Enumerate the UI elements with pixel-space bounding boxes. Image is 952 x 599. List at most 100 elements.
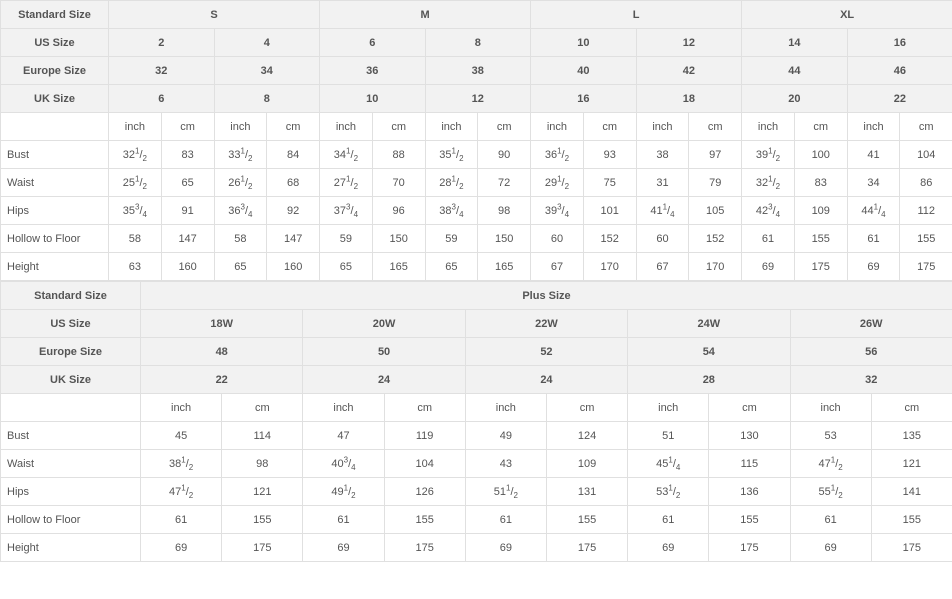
measure-label: Bust — [1, 422, 141, 450]
cell-inch: 31 — [636, 169, 689, 197]
row-plus-units: inchcm inchcm inchcm inchcm inchcm — [1, 394, 952, 422]
cell-inch: 67 — [531, 253, 584, 281]
cell-inch: 38 — [636, 141, 689, 169]
cell-inch: 59 — [425, 225, 478, 253]
cell-inch: 341/2 — [320, 141, 373, 169]
cell-inch: 45 — [141, 422, 222, 450]
cell-cm: 136 — [709, 478, 790, 506]
row-units: inchcm inchcm inchcm inchcm inchcm inchc… — [1, 113, 952, 141]
cell-cm: 130 — [709, 422, 790, 450]
cell-cm: 104 — [900, 141, 952, 169]
label-plus-size: Plus Size — [141, 282, 952, 310]
cell-cm: 92 — [267, 197, 320, 225]
cell-inch: 383/4 — [425, 197, 478, 225]
cell-cm: 86 — [900, 169, 952, 197]
cell-inch: 65 — [214, 253, 267, 281]
cell-cm: 152 — [689, 225, 742, 253]
cell-inch: 59 — [320, 225, 373, 253]
measure-label: Waist — [1, 169, 109, 197]
size-xl: XL — [742, 1, 952, 29]
cell-inch: 61 — [847, 225, 900, 253]
label-uk-size: UK Size — [1, 85, 109, 113]
cell-cm: 155 — [222, 506, 303, 534]
table-row: Hips471/2121491/2126511/2131531/2136551/… — [1, 478, 952, 506]
cell-cm: 155 — [384, 506, 465, 534]
cell-cm: 141 — [871, 478, 952, 506]
measure-label: Hollow to Floor — [1, 225, 109, 253]
cell-cm: 70 — [372, 169, 425, 197]
cell-inch: 61 — [303, 506, 384, 534]
measure-label: Waist — [1, 450, 141, 478]
cell-cm: 105 — [689, 197, 742, 225]
cell-inch: 65 — [425, 253, 478, 281]
table-row: Bust4511447119491245113053135 — [1, 422, 952, 450]
cell-cm: 175 — [871, 534, 952, 562]
cell-cm: 155 — [546, 506, 627, 534]
cell-cm: 96 — [372, 197, 425, 225]
cell-cm: 114 — [222, 422, 303, 450]
label-us-size: US Size — [1, 29, 109, 57]
table-row: Hollow to Floor6115561155611556115561155 — [1, 506, 952, 534]
cell-cm: 121 — [222, 478, 303, 506]
cell-cm: 131 — [546, 478, 627, 506]
cell-cm: 150 — [478, 225, 531, 253]
cell-cm: 170 — [689, 253, 742, 281]
cell-cm: 150 — [372, 225, 425, 253]
cell-inch: 69 — [847, 253, 900, 281]
cell-cm: 124 — [546, 422, 627, 450]
cell-inch: 61 — [141, 506, 222, 534]
cell-cm: 68 — [267, 169, 320, 197]
label-europe-size: Europe Size — [1, 57, 109, 85]
table-row: Waist381/298403/410443109451/4115471/212… — [1, 450, 952, 478]
table-row: Height6917569175691756917569175 — [1, 534, 952, 562]
cell-cm: 98 — [222, 450, 303, 478]
cell-cm: 100 — [794, 141, 847, 169]
cell-inch: 351/2 — [425, 141, 478, 169]
cell-inch: 69 — [465, 534, 546, 562]
cell-cm: 135 — [871, 422, 952, 450]
cell-inch: 281/2 — [425, 169, 478, 197]
cell-inch: 61 — [790, 506, 871, 534]
measure-label: Hips — [1, 478, 141, 506]
cell-inch: 43 — [465, 450, 546, 478]
cell-cm: 165 — [372, 253, 425, 281]
table-row: Height6316065160651656516567170671706917… — [1, 253, 952, 281]
table-row: Hollow to Floor5814758147591505915060152… — [1, 225, 952, 253]
cell-cm: 112 — [900, 197, 952, 225]
cell-inch: 251/2 — [109, 169, 162, 197]
size-m: M — [320, 1, 531, 29]
cell-inch: 271/2 — [320, 169, 373, 197]
cell-cm: 91 — [161, 197, 214, 225]
cell-inch: 60 — [636, 225, 689, 253]
cell-inch: 361/2 — [531, 141, 584, 169]
cell-inch: 471/2 — [790, 450, 871, 478]
cell-inch: 363/4 — [214, 197, 267, 225]
row-plus-us: US Size 18W 20W 22W 24W 26W — [1, 310, 952, 338]
cell-inch: 321/2 — [109, 141, 162, 169]
cell-inch: 331/2 — [214, 141, 267, 169]
cell-cm: 160 — [267, 253, 320, 281]
cell-inch: 423/4 — [742, 197, 795, 225]
cell-inch: 53 — [790, 422, 871, 450]
cell-cm: 65 — [161, 169, 214, 197]
cell-inch: 61 — [742, 225, 795, 253]
cell-inch: 67 — [636, 253, 689, 281]
measure-label: Height — [1, 253, 109, 281]
cell-cm: 147 — [161, 225, 214, 253]
cell-inch: 471/2 — [141, 478, 222, 506]
cell-inch: 441/4 — [847, 197, 900, 225]
cell-inch: 69 — [742, 253, 795, 281]
cell-inch: 58 — [214, 225, 267, 253]
cell-inch: 47 — [303, 422, 384, 450]
cell-cm: 83 — [161, 141, 214, 169]
cell-cm: 175 — [709, 534, 790, 562]
cell-cm: 147 — [267, 225, 320, 253]
cell-cm: 152 — [583, 225, 636, 253]
cell-cm: 155 — [794, 225, 847, 253]
label-standard-size-2: Standard Size — [1, 282, 141, 310]
cell-inch: 353/4 — [109, 197, 162, 225]
cell-cm: 75 — [583, 169, 636, 197]
cell-cm: 175 — [546, 534, 627, 562]
size-s: S — [109, 1, 320, 29]
cell-cm: 72 — [478, 169, 531, 197]
